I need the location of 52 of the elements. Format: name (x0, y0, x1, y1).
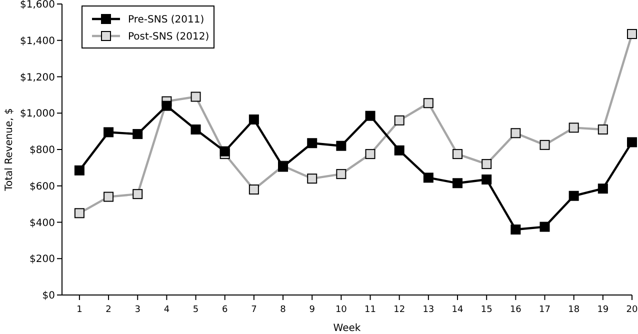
x-tick-label: 11 (364, 305, 376, 315)
x-tick-label: 8 (280, 305, 286, 315)
point (394, 145, 404, 156)
x-tick-label: 9 (309, 305, 316, 315)
point (220, 146, 230, 156)
x-tick-label: 18 (568, 305, 580, 315)
x-axis-title: Week (333, 323, 361, 334)
x-tick-label: 13 (422, 305, 434, 315)
y-tick-label: $600 (30, 181, 55, 192)
point (190, 124, 201, 134)
x-tick-label: 7 (251, 305, 257, 315)
point (482, 174, 492, 185)
x-tick-label: 15 (480, 305, 492, 315)
x-tick-label: 10 (335, 305, 348, 315)
point (132, 129, 143, 140)
point (540, 222, 550, 232)
x-tick-label: 12 (394, 305, 406, 315)
y-tick-label: $800 (30, 145, 55, 156)
y-tick-label: $1,000 (20, 108, 55, 120)
point (568, 190, 579, 201)
x-tick-label: 20 (626, 305, 638, 315)
x-tick-label: 3 (134, 305, 140, 315)
point (248, 114, 259, 124)
point (74, 165, 84, 176)
x-tick-label: 4 (164, 305, 170, 315)
point (162, 100, 172, 111)
x-tick-label: 14 (452, 305, 464, 315)
point (307, 138, 318, 148)
y-tick-label: $400 (30, 218, 55, 229)
point (598, 184, 608, 194)
point (423, 172, 434, 183)
point (104, 127, 114, 138)
point (365, 110, 376, 121)
y-tick-label: $1,200 (20, 72, 55, 84)
x-tick-label: 5 (192, 305, 199, 315)
point (452, 178, 463, 188)
x-tick-label: 19 (597, 305, 609, 315)
legend-label: Post-SNS (2012) (128, 32, 210, 42)
y-axis-title: Total Revenue, $ (4, 108, 15, 192)
y-tick-label: $1,600 (20, 0, 55, 10)
x-tick-label: 16 (510, 305, 522, 315)
y-tick-label: $1,400 (20, 36, 55, 47)
x-tick-label: 2 (106, 305, 112, 315)
point (627, 137, 637, 148)
y-tick-label: $0 (42, 290, 55, 302)
legend-label: Pre-SNS (2011) (128, 14, 204, 26)
y-tick-label: $200 (30, 254, 55, 266)
point (510, 224, 521, 235)
point (336, 140, 346, 151)
x-tick-label: 6 (222, 305, 228, 315)
x-tick-label: 17 (539, 305, 550, 315)
x-tick-label: 1 (76, 305, 82, 315)
